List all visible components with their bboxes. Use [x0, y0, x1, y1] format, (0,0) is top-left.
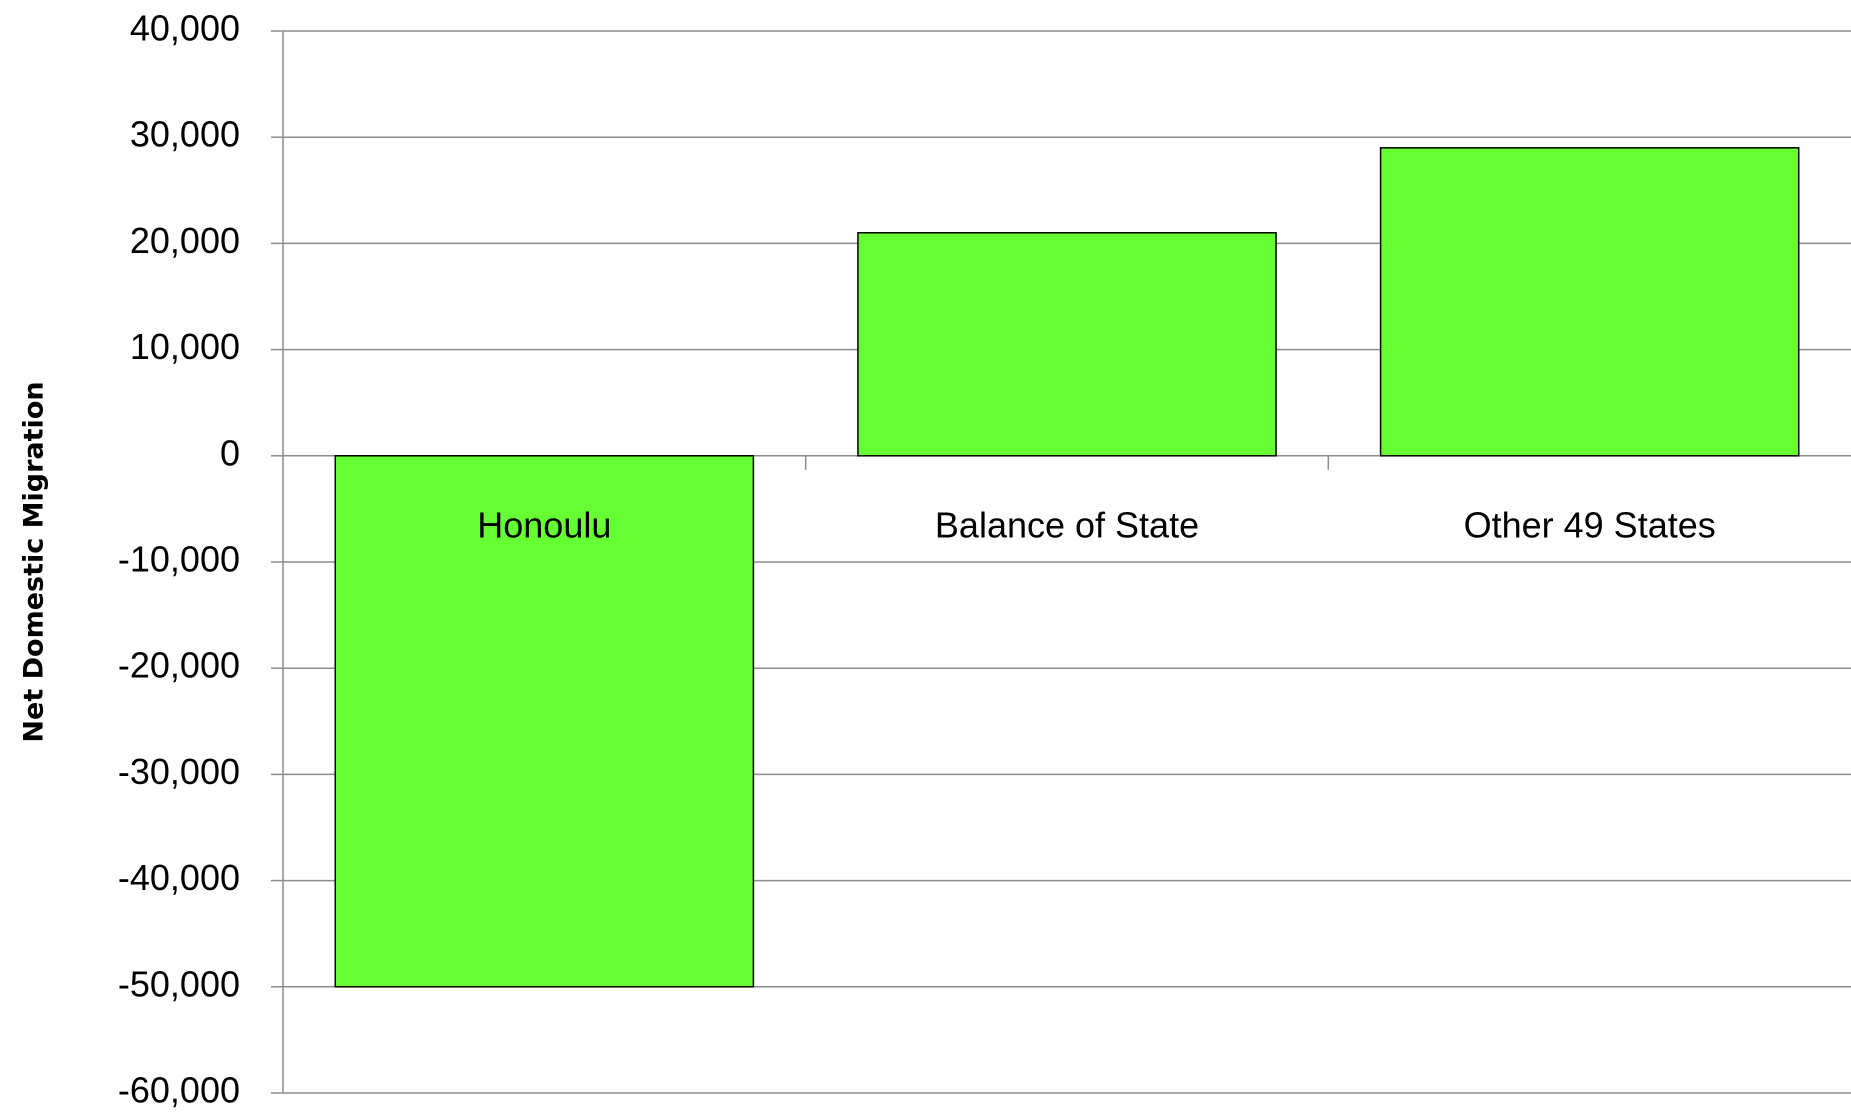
- y-tick-label: 10,000: [130, 326, 240, 367]
- y-tick-label: -30,000: [118, 751, 240, 792]
- bar: [334, 455, 755, 988]
- bar: [857, 232, 1277, 457]
- y-tick-label: -60,000: [118, 1070, 240, 1111]
- y-tick-label: -40,000: [118, 857, 240, 898]
- y-tick-label: -20,000: [118, 645, 240, 686]
- y-tick-label: 20,000: [130, 220, 240, 261]
- y-tick-label: 0: [220, 432, 240, 473]
- y-tick-label: 30,000: [130, 114, 240, 155]
- bar: [1379, 147, 1800, 457]
- x-tick-label: Other 49 States: [1464, 504, 1716, 545]
- x-tick-label: Balance of State: [935, 504, 1199, 545]
- y-tick-label: -10,000: [118, 539, 240, 580]
- x-tick-label: Honoulu: [477, 504, 611, 545]
- y-tick-label: -50,000: [118, 963, 240, 1004]
- y-axis-title: Net Domestic Migration: [19, 381, 50, 742]
- y-tick-label: 40,000: [130, 8, 240, 49]
